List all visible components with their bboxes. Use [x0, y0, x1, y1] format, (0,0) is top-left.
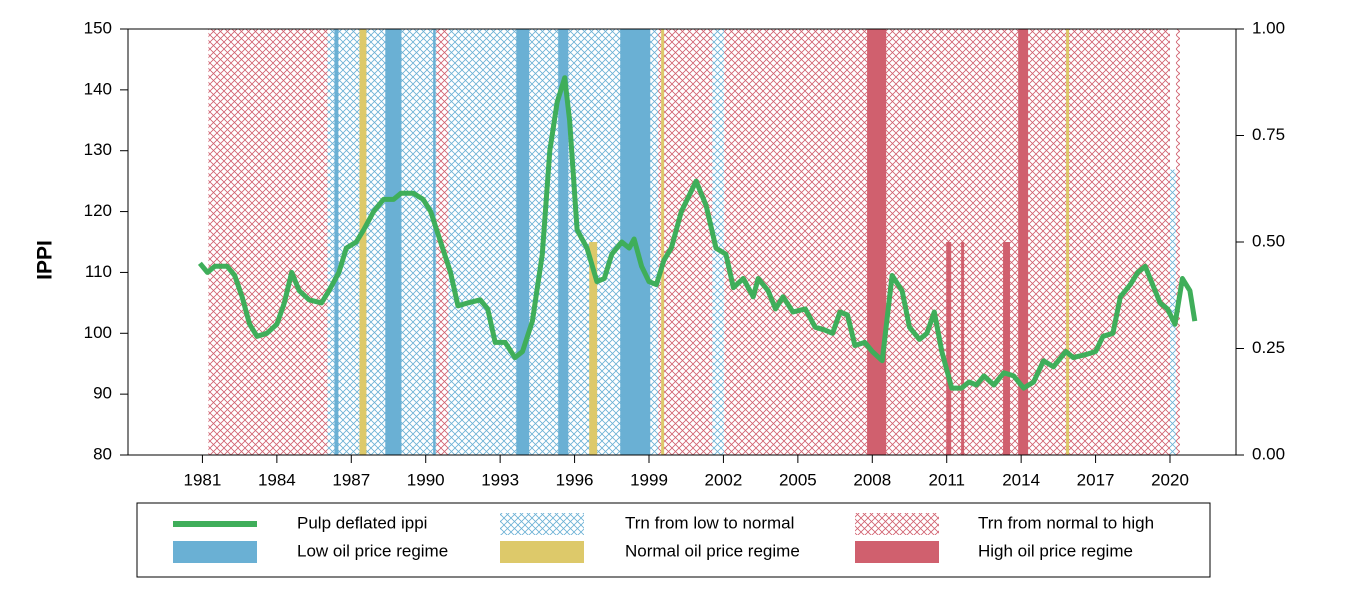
x-tick-label: 2002 — [705, 470, 743, 489]
x-tick-label: 2011 — [928, 470, 965, 489]
y-axis-label: IPPI — [34, 240, 57, 280]
regime-band — [589, 242, 598, 455]
regime-band — [1066, 29, 1070, 455]
legend-label: Normal oil price regime — [625, 541, 800, 560]
x-tick-label: 1981 — [184, 470, 222, 489]
y2-tick-label: 0.00 — [1252, 444, 1285, 463]
x-tick-label: 2017 — [1077, 470, 1115, 489]
x-tick-label: 2014 — [1002, 470, 1040, 489]
x-tick-label: 2020 — [1151, 470, 1189, 489]
legend-label: Low oil price regime — [297, 541, 448, 560]
x-tick-label: 2008 — [853, 470, 891, 489]
transition-band — [208, 29, 328, 455]
regime-band — [961, 242, 965, 455]
transition-band — [1175, 29, 1180, 455]
x-tick-label: 1984 — [258, 470, 296, 489]
regime-band — [1003, 242, 1010, 455]
x-tick-label: 1987 — [332, 470, 370, 489]
legend-label: Trn from low to normal — [625, 513, 794, 532]
regime-band — [516, 29, 530, 455]
legend-swatch — [500, 541, 584, 563]
y-tick-label: 100 — [84, 323, 112, 342]
x-tick-label: 2005 — [779, 470, 817, 489]
regime-band — [359, 29, 367, 455]
regime-band — [433, 29, 436, 455]
transition-band — [327, 29, 437, 455]
x-tick-label: 1996 — [556, 470, 594, 489]
y-tick-label: 110 — [85, 262, 112, 281]
legend-swatch — [500, 513, 584, 535]
transition-band — [1170, 169, 1176, 455]
y-tick-label: 90 — [93, 384, 112, 403]
y-tick-label: 150 — [84, 18, 112, 37]
legend-label: Trn from normal to high — [978, 513, 1154, 532]
regime-band — [385, 29, 402, 455]
y2-tick-label: 1.00 — [1252, 18, 1285, 37]
y2-tick-label: 0.75 — [1252, 125, 1285, 144]
legend-swatch — [855, 513, 939, 535]
regime-band — [867, 29, 887, 455]
legend-box — [136, 502, 1211, 578]
regime-band — [1018, 29, 1029, 455]
y-tick-label: 130 — [84, 140, 112, 159]
legend-label: High oil price regime — [978, 541, 1133, 560]
regime-band — [334, 29, 339, 455]
transition-band — [712, 29, 725, 455]
regime-band — [558, 29, 569, 455]
regime-band — [661, 29, 665, 455]
y2-tick-label: 0.25 — [1252, 338, 1285, 357]
legend-label: Pulp deflated ippi — [297, 513, 427, 532]
y-tick-label: 120 — [84, 201, 112, 220]
y-tick-label: 140 — [84, 79, 112, 98]
data-line — [197, 75, 1198, 391]
x-tick-label: 1999 — [630, 470, 668, 489]
regime-band — [946, 242, 952, 455]
legend-swatch — [855, 541, 939, 563]
x-tick-label: 1990 — [407, 470, 445, 489]
x-tick-label: 1993 — [481, 470, 519, 489]
y-tick-label: 80 — [93, 444, 112, 463]
y2-tick-label: 0.50 — [1252, 231, 1285, 250]
transition-band — [658, 29, 713, 455]
legend-swatch — [173, 541, 257, 563]
